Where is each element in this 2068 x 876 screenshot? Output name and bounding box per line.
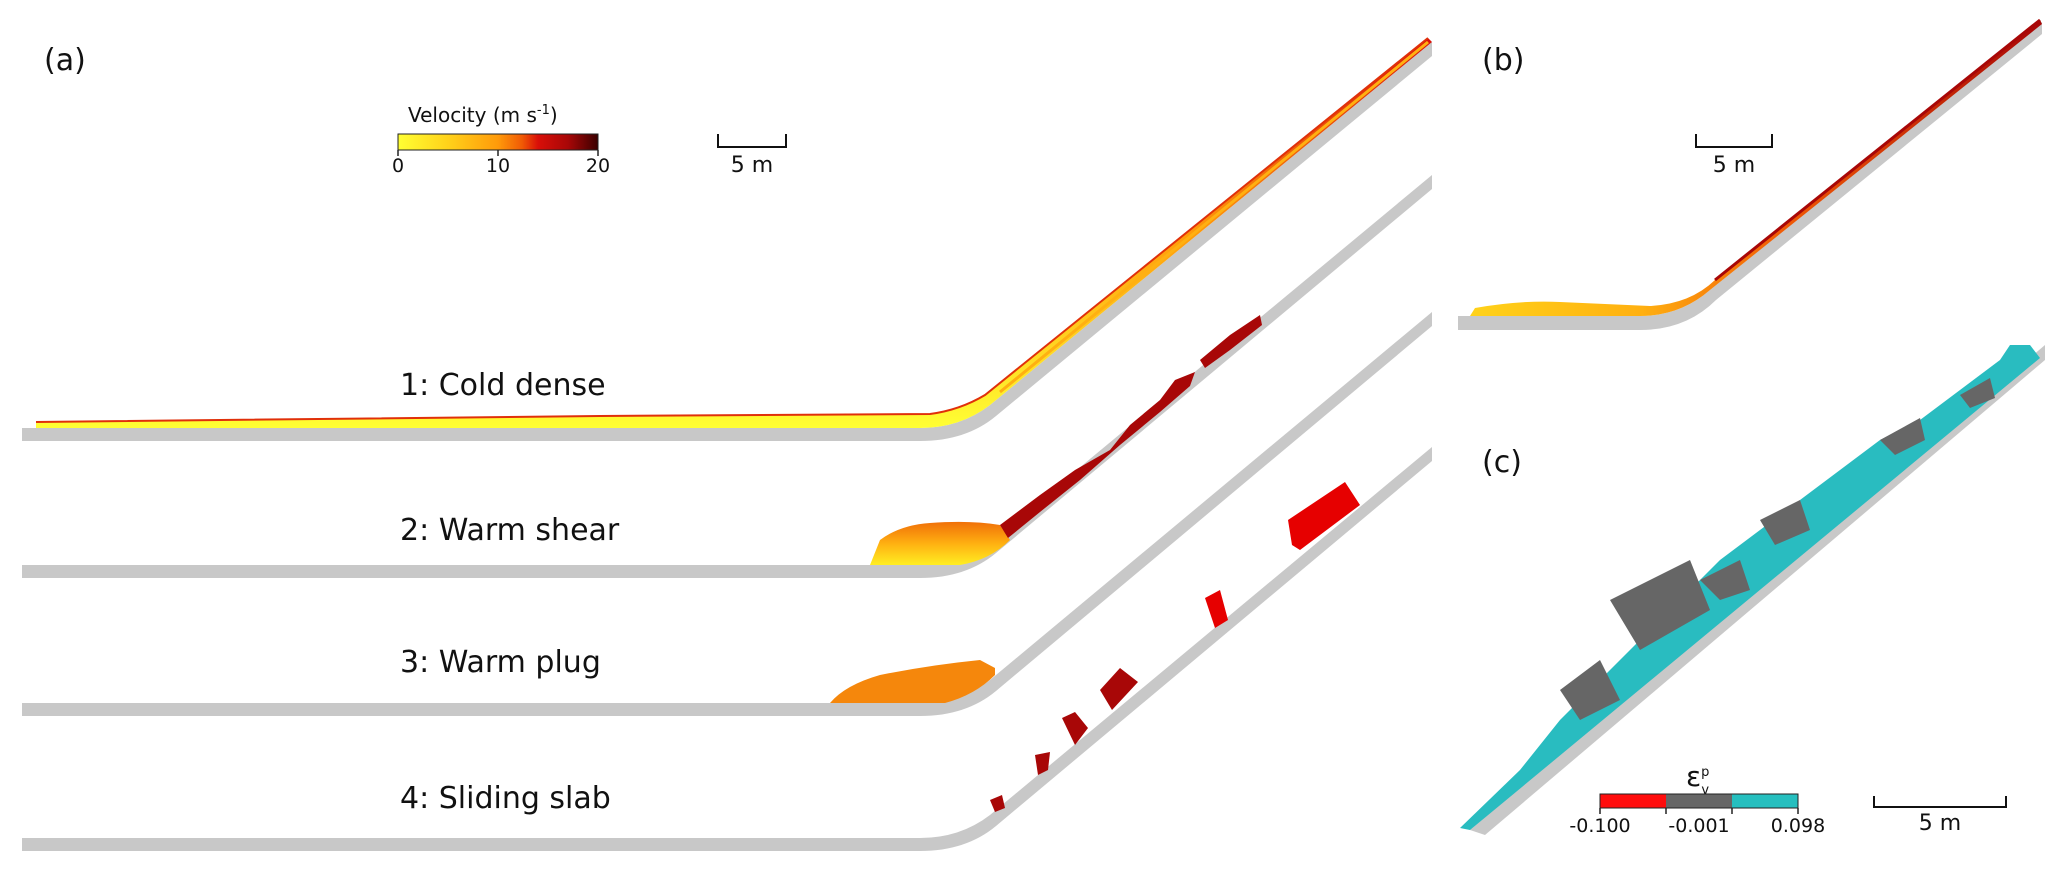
velocity-colorbar: Velocity (m s-1) 0 10 20 [392, 103, 610, 177]
slope-3 [22, 312, 1432, 716]
slope-4 [22, 447, 1432, 851]
scale-bar-b: 5 m [1695, 134, 1773, 178]
scale-bar-c-label: 5 m [1919, 811, 1961, 836]
scale-bar-a: 5 m [717, 134, 787, 178]
case-label-1: 1: Cold dense [400, 368, 606, 403]
flow-sliding-slab [990, 482, 1360, 812]
velocity-tick-2: 20 [586, 155, 610, 177]
panel-label-c: (c) [1482, 445, 1522, 480]
flow-warm-plug [830, 660, 995, 703]
strain-tick-1: -0.001 [1668, 815, 1729, 837]
panel-c-flow [1460, 345, 2045, 835]
flow-cold-dense [35, 37, 1432, 428]
scale-bar-c: 5 m [1873, 796, 2007, 836]
panel-label-b: (b) [1482, 43, 1524, 78]
strain-colorbar: εp v -0.100 -0.001 0.098 [1569, 760, 1825, 837]
scale-bar-a-label: 5 m [731, 153, 773, 178]
panel-b-flow [1458, 18, 2042, 330]
case-label-3: 3: Warm plug [400, 645, 601, 680]
strain-segment-positive [1732, 794, 1798, 808]
slope-1 [22, 42, 1432, 441]
strain-colorbar-symbol: εp v [1686, 760, 1709, 798]
strain-tick-2: 0.098 [1771, 815, 1825, 837]
case-label-2: 2: Warm shear [400, 513, 620, 548]
velocity-colorbar-title: Velocity (m s-1) [408, 103, 558, 127]
velocity-colorbar-ramp [397, 133, 599, 151]
slope-2 [22, 175, 1432, 578]
strain-segment-negative [1600, 794, 1666, 808]
strain-tick-0: -0.100 [1569, 815, 1630, 837]
scale-bar-b-label: 5 m [1713, 153, 1755, 178]
velocity-tick-0: 0 [392, 155, 404, 177]
flow-warm-shear [870, 315, 1262, 565]
case-label-4: 4: Sliding slab [400, 781, 611, 816]
strain-segment-zero [1666, 794, 1732, 808]
panel-label-a: (a) [44, 43, 86, 78]
velocity-tick-1: 10 [486, 155, 510, 177]
